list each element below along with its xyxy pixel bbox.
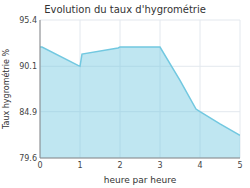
y-tick-label: 95.4 bbox=[19, 16, 37, 25]
x-tick-label: 0 bbox=[37, 161, 42, 170]
title: Evolution du taux d'hygrométrie bbox=[44, 4, 206, 15]
x-tick-label: 3 bbox=[157, 161, 162, 170]
plot-area bbox=[40, 47, 240, 158]
grid-line bbox=[40, 20, 41, 158]
x-axis bbox=[40, 158, 240, 159]
chart: 0 1 2 3 4 5 79.6 84.9 90.1 95.4 Evolution du taux … bbox=[0, 0, 250, 188]
y-tick-label: 90.1 bbox=[19, 62, 37, 71]
grid bbox=[40, 20, 240, 158]
y-axis-label: Taux hygrométrie % bbox=[1, 49, 11, 131]
y-axis bbox=[40, 20, 41, 158]
y-tick-label: 79.6 bbox=[19, 154, 37, 163]
x-tick-label: 4 bbox=[197, 161, 202, 170]
y-tick-label: 84.9 bbox=[19, 108, 37, 117]
x-tick-label: 2 bbox=[117, 161, 122, 170]
grid-line bbox=[40, 20, 240, 21]
grid-line bbox=[40, 158, 240, 159]
x-axis-label: heure par heure bbox=[104, 175, 177, 185]
line bbox=[40, 47, 240, 135]
x-tick-label: 5 bbox=[237, 161, 242, 170]
area bbox=[40, 47, 240, 158]
x-tick-label: 1 bbox=[77, 161, 82, 170]
